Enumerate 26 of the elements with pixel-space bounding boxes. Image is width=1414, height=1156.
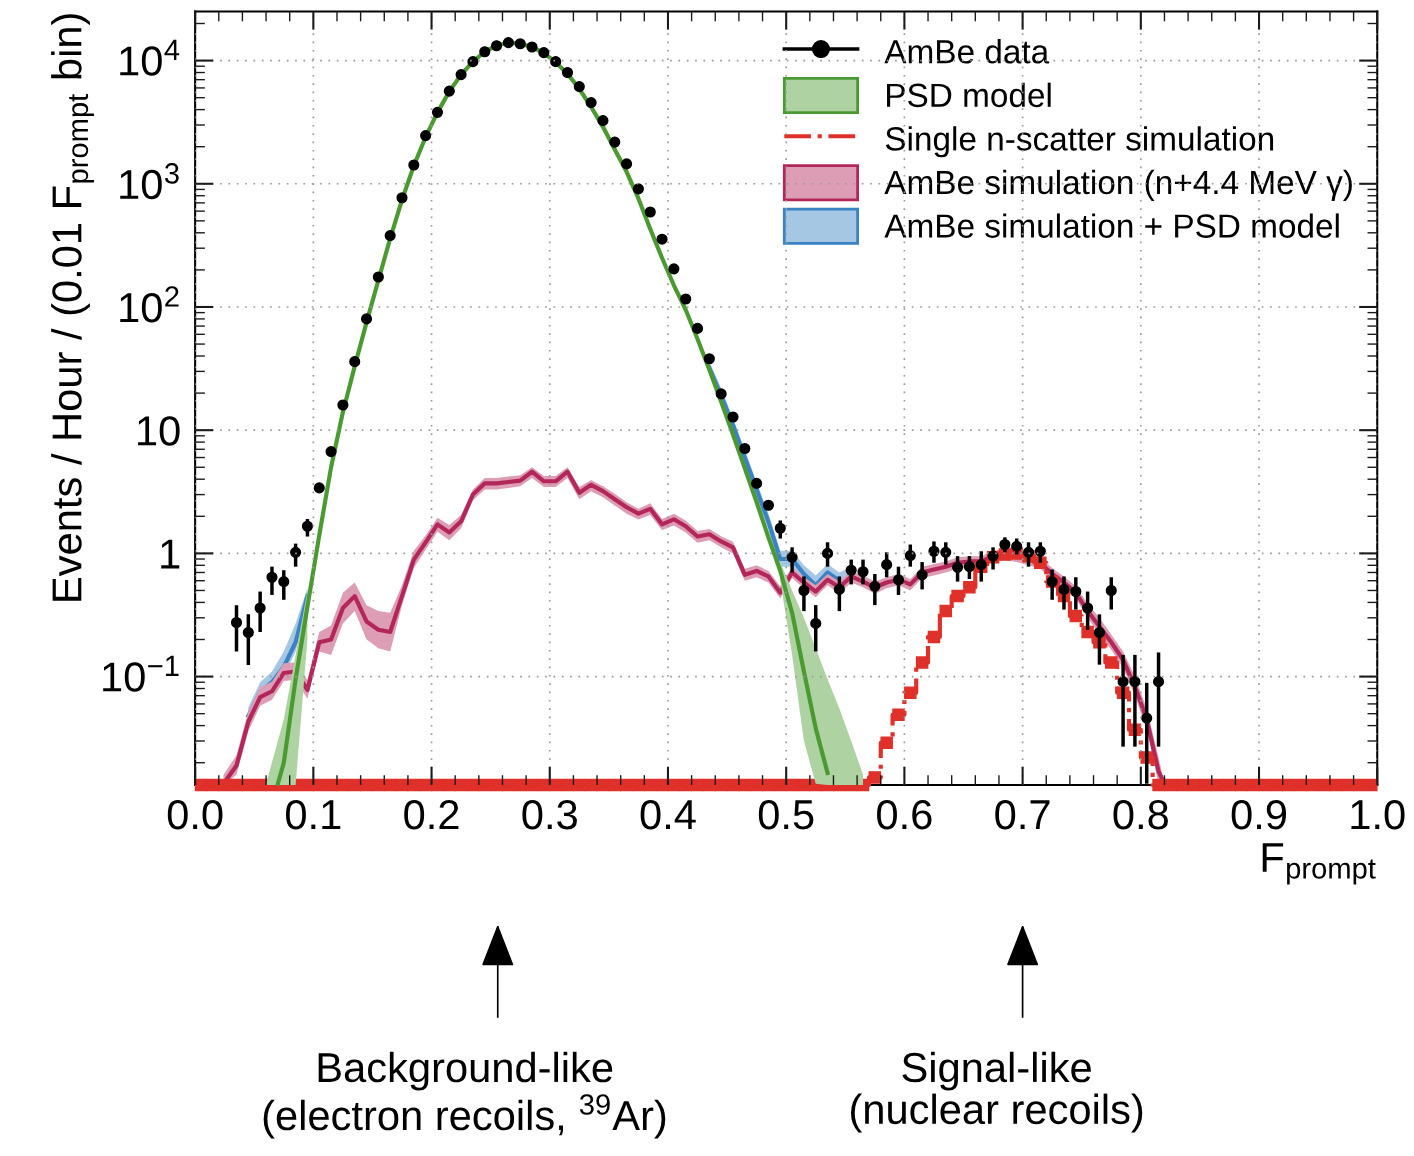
x-tick-label: 0.6 xyxy=(877,799,932,830)
x-tick-label: 0.9 xyxy=(1231,799,1287,830)
legend-label: AmBe data xyxy=(884,39,1050,64)
y-tick-label: 10$^{3}$ xyxy=(120,163,179,200)
x-tick-label: 0.1 xyxy=(286,799,341,830)
text: Signal-like (nuclear recoils) xyxy=(851,1051,1143,1133)
legend-label: PSD model xyxy=(887,82,1051,108)
legend-label: AmBe simulation + PSD model xyxy=(884,213,1339,238)
x-tick-label: 0.5 xyxy=(758,799,814,830)
x-tick-label: 0.7 xyxy=(995,799,1050,830)
y-tick-label: 10$^{2}$ xyxy=(120,286,179,323)
y-tick-label: 10$^{−1}$ xyxy=(103,655,179,692)
x-tick-label: 1.0 xyxy=(1351,799,1405,830)
x-tick-label: 0.3 xyxy=(522,799,577,830)
x-axis-title: F$_{prompt}$ xyxy=(1262,843,1376,885)
y-tick-label: 10$^{4}$ xyxy=(120,39,180,76)
x-tick-label: 0.8 xyxy=(1113,799,1168,830)
x-tick-label: 0.4 xyxy=(640,799,696,830)
text: Background-like (electron recoils, $^{39}$Ar) xyxy=(263,1051,666,1139)
x-tick-label: 0.0 xyxy=(167,799,223,830)
legend-label: Single n-scatter simulation xyxy=(885,126,1274,158)
y-axis-title: Events / Hour / (0.01 F$_{prompt}$ bin) xyxy=(51,14,94,601)
legend-label: AmBe simulation (n+4.4 MeV γ) xyxy=(884,169,1352,201)
x-tick-label: 0.2 xyxy=(404,799,459,830)
y-tick-label: 10 xyxy=(138,416,180,446)
y-tick-label: 1 xyxy=(161,539,180,569)
